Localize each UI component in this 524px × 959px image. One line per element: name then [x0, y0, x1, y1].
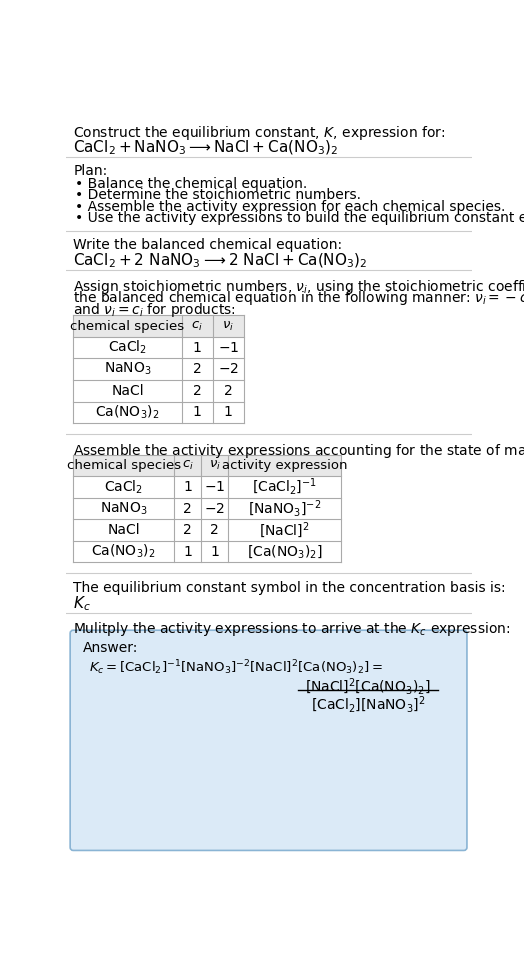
Text: NaCl: NaCl	[107, 523, 140, 537]
Text: $-2$: $-2$	[218, 363, 239, 376]
Text: activity expression: activity expression	[222, 459, 347, 472]
Text: 2: 2	[224, 384, 233, 398]
Text: $K_c = [\mathrm{CaCl_2}]^{-1}[\mathrm{NaNO_3}]^{-2}[\mathrm{NaCl}]^{2}[\mathrm{C: $K_c = [\mathrm{CaCl_2}]^{-1}[\mathrm{Na…	[89, 658, 383, 677]
Text: $-2$: $-2$	[204, 502, 225, 516]
Text: $[\mathrm{CaCl_2}] [\mathrm{NaNO_3}]^2$: $[\mathrm{CaCl_2}] [\mathrm{NaNO_3}]^2$	[311, 695, 425, 715]
Text: Plan:: Plan:	[73, 164, 107, 178]
Text: $[\mathrm{NaCl}]^{2}$: $[\mathrm{NaCl}]^{2}$	[259, 520, 310, 540]
Bar	[73, 477, 341, 498]
Text: $\nu_i$: $\nu_i$	[222, 319, 234, 333]
Text: $\mathrm{CaCl_2 + 2\ NaNO_3 \longrightarrow 2\ NaCl + Ca(NO_3)_2}$: $\mathrm{CaCl_2 + 2\ NaNO_3 \longrightar…	[73, 251, 368, 269]
Bar	[73, 337, 244, 359]
Text: $\nu_i$: $\nu_i$	[209, 458, 221, 472]
Bar	[73, 359, 244, 380]
Text: Write the balanced chemical equation:: Write the balanced chemical equation:	[73, 238, 342, 252]
Text: NaCl: NaCl	[111, 384, 144, 398]
Text: 1: 1	[224, 406, 233, 419]
Bar	[73, 402, 244, 423]
Text: Mulitply the activity expressions to arrive at the $K_c$ expression:: Mulitply the activity expressions to arr…	[73, 620, 511, 638]
Text: 2: 2	[210, 523, 219, 537]
Text: $-1$: $-1$	[217, 340, 239, 355]
Text: 1: 1	[193, 340, 202, 355]
Text: Construct the equilibrium constant, $K$, expression for:: Construct the equilibrium constant, $K$,…	[73, 125, 446, 142]
Text: Assemble the activity expressions accounting for the state of matter and $\nu_i$: Assemble the activity expressions accoun…	[73, 441, 524, 459]
Text: 2: 2	[183, 523, 192, 537]
Text: Answer:: Answer:	[83, 641, 138, 655]
Text: $\mathrm{CaCl_2 + NaNO_3 \longrightarrow NaCl + Ca(NO_3)_2}$: $\mathrm{CaCl_2 + NaNO_3 \longrightarrow…	[73, 138, 339, 156]
Text: $K_c$: $K_c$	[73, 594, 91, 613]
Text: The equilibrium constant symbol in the concentration basis is:: The equilibrium constant symbol in the c…	[73, 581, 506, 595]
Text: chemical species: chemical species	[67, 459, 181, 472]
Text: 2: 2	[193, 363, 202, 376]
Text: $[\mathrm{CaCl_2}]^{-1}$: $[\mathrm{CaCl_2}]^{-1}$	[252, 477, 317, 497]
Text: and $\nu_i = c_i$ for products:: and $\nu_i = c_i$ for products:	[73, 301, 236, 318]
Text: 2: 2	[183, 502, 192, 516]
Text: 1: 1	[210, 545, 219, 559]
Text: $[\mathrm{NaNO_3}]^{-2}$: $[\mathrm{NaNO_3}]^{-2}$	[248, 499, 321, 519]
Text: $\mathrm{Ca(NO_3)_2}$: $\mathrm{Ca(NO_3)_2}$	[95, 404, 160, 421]
Text: $c_i$: $c_i$	[191, 319, 203, 333]
Text: 1: 1	[183, 480, 192, 494]
Text: 1: 1	[193, 406, 202, 419]
Text: the balanced chemical equation in the following manner: $\nu_i = -c_i$ for react: the balanced chemical equation in the fo…	[73, 289, 524, 307]
Text: $\mathrm{CaCl_2}$: $\mathrm{CaCl_2}$	[108, 339, 147, 357]
Bar	[73, 455, 341, 477]
Text: $\mathrm{NaNO_3}$: $\mathrm{NaNO_3}$	[104, 361, 151, 378]
Text: • Balance the chemical equation.: • Balance the chemical equation.	[75, 176, 307, 191]
Text: $[\mathrm{Ca(NO_3)_2}]$: $[\mathrm{Ca(NO_3)_2}]$	[247, 543, 322, 560]
Text: Assign stoichiometric numbers, $\nu_i$, using the stoichiometric coefficients, $: Assign stoichiometric numbers, $\nu_i$, …	[73, 277, 524, 295]
Text: $-1$: $-1$	[204, 480, 225, 494]
Text: $\mathrm{CaCl_2}$: $\mathrm{CaCl_2}$	[104, 479, 143, 496]
Text: • Assemble the activity expression for each chemical species.: • Assemble the activity expression for e…	[75, 199, 505, 214]
Text: • Determine the stoichiometric numbers.: • Determine the stoichiometric numbers.	[75, 188, 361, 202]
Text: $\mathrm{Ca(NO_3)_2}$: $\mathrm{Ca(NO_3)_2}$	[91, 543, 156, 560]
Bar	[73, 316, 244, 337]
Bar	[73, 380, 244, 402]
Text: 1: 1	[183, 545, 192, 559]
Text: chemical species: chemical species	[70, 319, 184, 333]
Bar	[73, 520, 341, 541]
Bar	[73, 498, 341, 520]
Text: 2: 2	[193, 384, 202, 398]
FancyBboxPatch shape	[70, 630, 467, 851]
Text: $[\mathrm{NaCl}]^2 [\mathrm{Ca(NO_3)_2}]$: $[\mathrm{NaCl}]^2 [\mathrm{Ca(NO_3)_2}]…	[305, 676, 431, 697]
Text: • Use the activity expressions to build the equilibrium constant expression.: • Use the activity expressions to build …	[75, 211, 524, 225]
Text: $c_i$: $c_i$	[182, 458, 193, 472]
Text: $\mathrm{NaNO_3}$: $\mathrm{NaNO_3}$	[100, 501, 147, 517]
Bar	[73, 541, 341, 562]
